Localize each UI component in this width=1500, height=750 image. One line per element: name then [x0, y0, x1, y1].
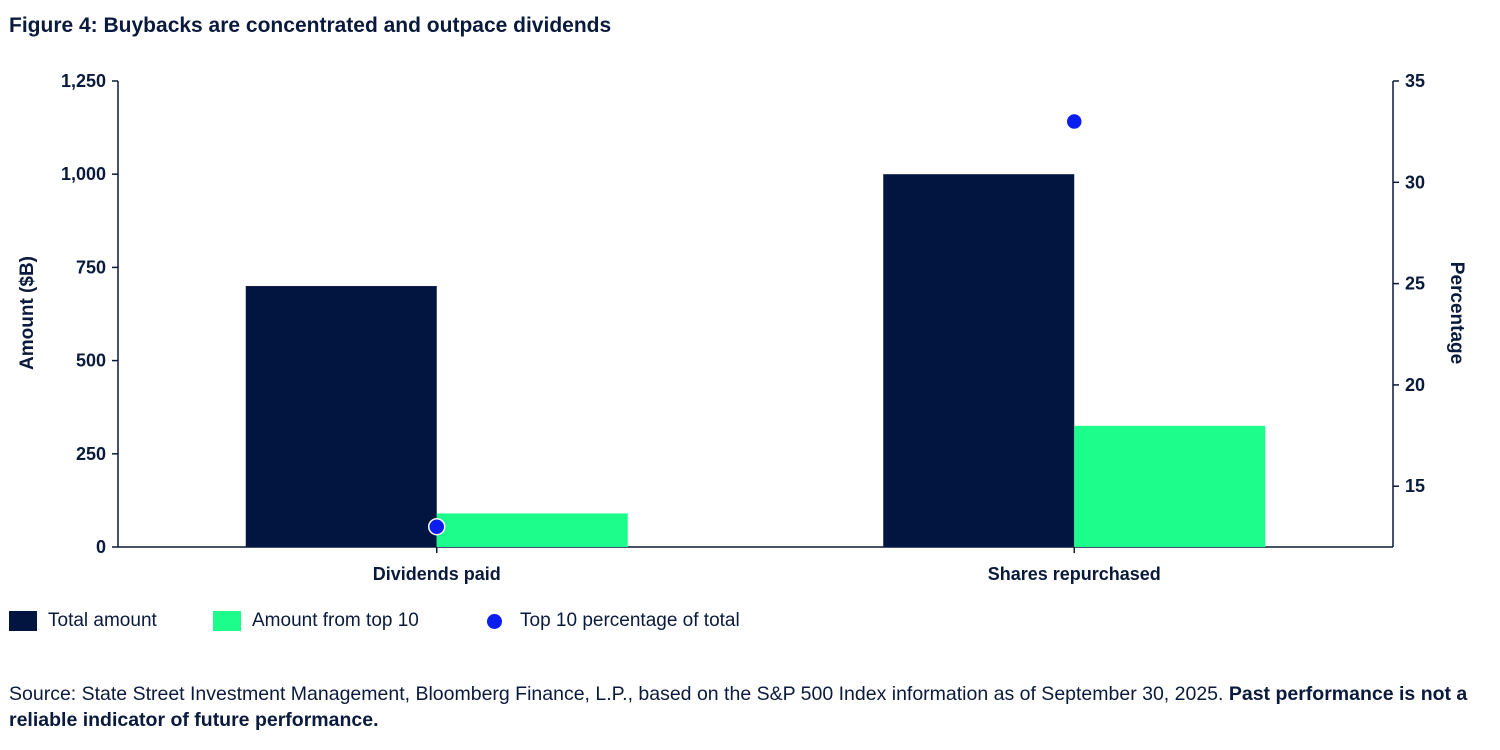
- y2-tick-label: 30: [1405, 172, 1425, 192]
- y2-tick-label: 15: [1405, 476, 1425, 496]
- legend-swatch-top10: [213, 611, 241, 631]
- legend: Total amount Amount from top 10 Top 10 p…: [0, 610, 1500, 640]
- y-tick-label: 1,000: [61, 164, 106, 184]
- bar-total-1: [883, 174, 1075, 547]
- y-tick-label: 750: [76, 257, 106, 277]
- y-tick-label: 250: [76, 444, 106, 464]
- source-text: Source: State Street Investment Manageme…: [9, 683, 1224, 705]
- y-axis-label: Amount ($B): [17, 256, 38, 370]
- legend-item-top10: Amount from top 10: [213, 610, 419, 632]
- chart-dots: [428, 112, 1083, 536]
- bar-total-0: [245, 286, 437, 547]
- y-tick-label: 1,250: [61, 71, 106, 91]
- y2-tick-label: 25: [1405, 274, 1425, 294]
- y-tick-label: 500: [76, 351, 106, 371]
- y2-tick-label: 35: [1405, 71, 1425, 91]
- legend-item-total: Total amount: [9, 610, 157, 632]
- dot-pct-0: [428, 517, 446, 536]
- bar-top10-0: [436, 513, 628, 547]
- legend-label-pct: Top 10 percentage of total: [520, 610, 740, 631]
- legend-item-pct: Top 10 percentage of total: [480, 610, 740, 632]
- source-disclaimer: Past performance is not a reliable indic…: [9, 683, 1468, 731]
- y2-tick-label: 20: [1405, 375, 1425, 395]
- x-tick-label: Dividends paid: [373, 564, 501, 584]
- source-note: Source: State Street Investment Manageme…: [9, 681, 1489, 733]
- chart-bars: [245, 174, 1266, 547]
- legend-label-top10: Amount from top 10: [252, 610, 419, 631]
- dot-pct-1: [1065, 112, 1083, 131]
- bar-top10-1: [1074, 425, 1266, 547]
- chart-title: Figure 4: Buybacks are concentrated and …: [9, 14, 612, 37]
- y-tick-label: 0: [96, 537, 106, 557]
- chart-area: 0 250 500 750 1,000 1,250 15 20 25 30 35 Dividends …: [17, 71, 1467, 584]
- x-tick-label: Shares repurchased: [988, 564, 1161, 584]
- y2-axis-label: Percentage: [1446, 262, 1467, 364]
- legend-swatch-total: [9, 611, 37, 631]
- legend-swatch-pct: [487, 613, 502, 629]
- legend-label-total: Total amount: [48, 610, 157, 631]
